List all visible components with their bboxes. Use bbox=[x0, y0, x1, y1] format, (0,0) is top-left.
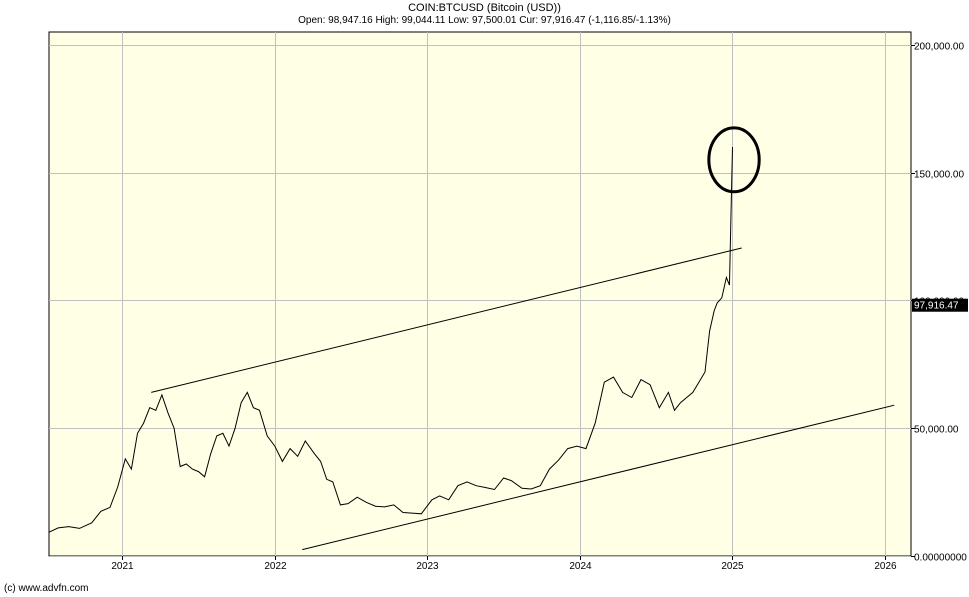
y-tick-label: 50,000.00 bbox=[914, 425, 959, 436]
price-series bbox=[48, 275, 730, 533]
x-tick-label: 2023 bbox=[416, 561, 439, 572]
plot-area bbox=[48, 31, 912, 557]
x-axis: 2021 2022 2023 2024 2025 2026 bbox=[111, 556, 897, 572]
y-tick-label: 150,000.00 bbox=[914, 170, 964, 181]
highlight-ellipse bbox=[707, 126, 761, 194]
x-tick-label: 2025 bbox=[721, 561, 744, 572]
x-tick-label: 2022 bbox=[264, 561, 287, 572]
trendline bbox=[151, 247, 742, 393]
current-price-box bbox=[912, 298, 968, 312]
trendline bbox=[302, 404, 895, 551]
chart-title: COIN:BTCUSD (Bitcoin (USD)) bbox=[408, 2, 561, 14]
trendline bbox=[728, 147, 733, 286]
x-tick-label: 2026 bbox=[874, 561, 897, 572]
price-line bbox=[48, 275, 730, 533]
grid-lines bbox=[49, 32, 911, 557]
x-tick-label: 2021 bbox=[111, 561, 134, 572]
y-tick-label: 200,000.00 bbox=[914, 42, 964, 53]
current-price-badge: 97,916.47 bbox=[912, 298, 968, 312]
copyright-footer: (c) www.advfn.com bbox=[4, 583, 89, 594]
x-tick-label: 2024 bbox=[569, 561, 592, 572]
ohlc-summary: Open: 98,947.16 High: 99,044.11 Low: 97,… bbox=[298, 15, 671, 26]
annotations bbox=[151, 126, 895, 551]
y-tick-label: 0.00000000 bbox=[914, 553, 967, 564]
current-price-label: 97,916.47 bbox=[914, 301, 959, 312]
